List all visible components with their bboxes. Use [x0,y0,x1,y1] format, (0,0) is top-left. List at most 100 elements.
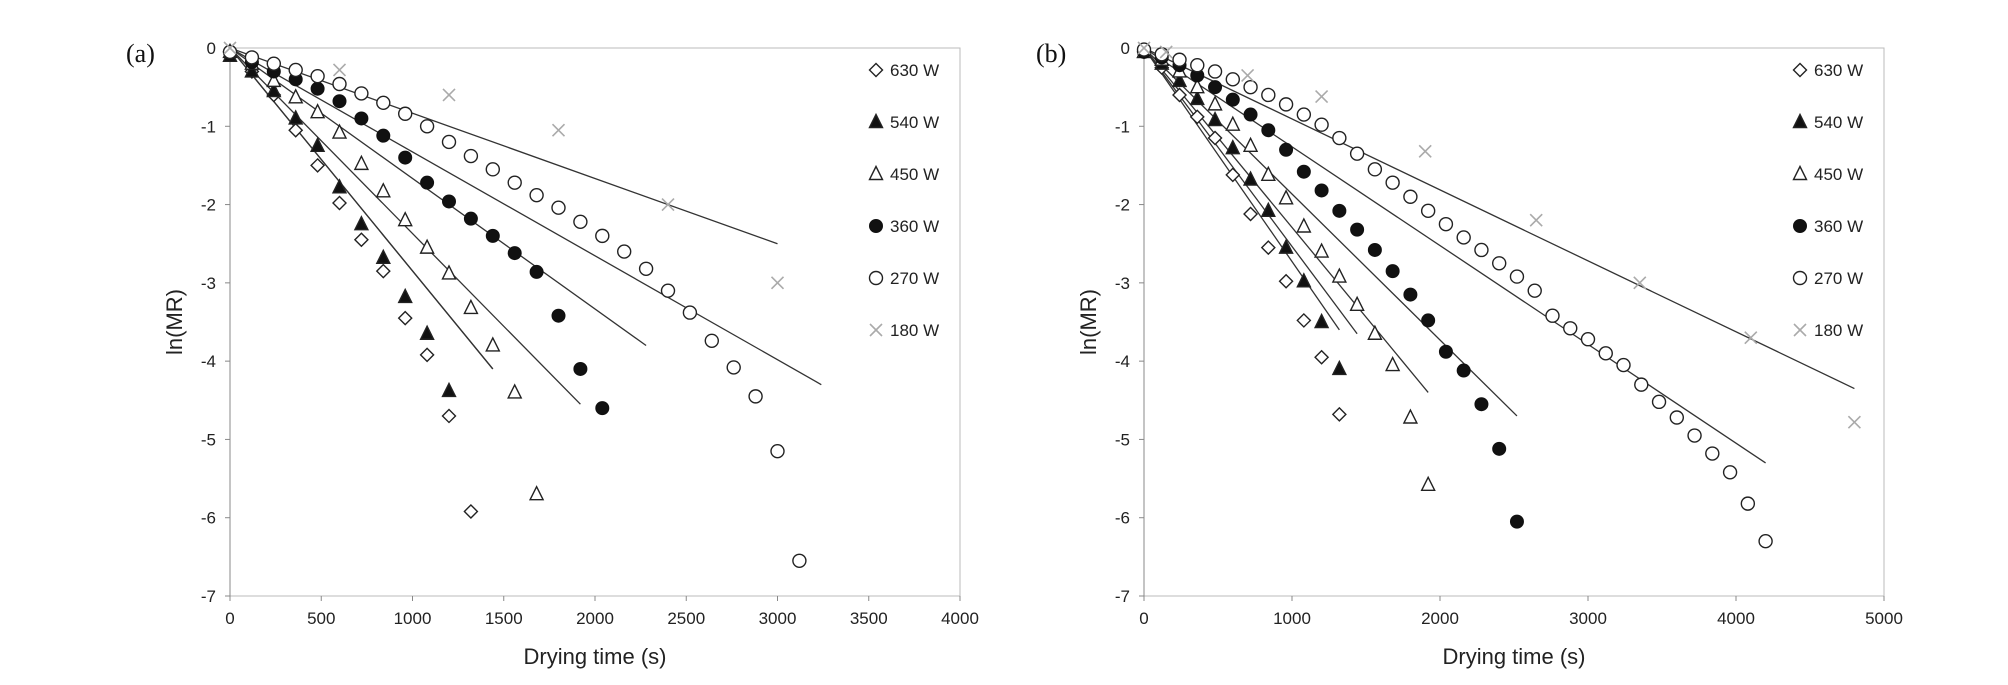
data-point [397,211,413,227]
data-point [441,381,457,398]
cross-stroke [770,276,785,290]
data-point [1438,344,1453,359]
data-point [419,324,435,340]
data-point [1208,80,1223,95]
data-point [1385,264,1400,279]
data-point [1278,273,1294,289]
data-point [375,248,391,265]
data-point [682,305,698,320]
y-tick-label: -2 [201,196,216,215]
data-point [726,360,741,375]
cross-stroke [551,123,566,137]
y-tick-label: -3 [1115,274,1130,293]
legend-label: 180 W [890,321,939,340]
data-point [310,68,325,84]
series-180w [223,41,785,290]
legend-marker [1792,112,1808,129]
legend-label: 180 W [1814,321,1863,340]
data-point [770,276,785,290]
data-point [1225,92,1240,107]
data-point [1136,42,1152,57]
y-tick-label: -4 [201,352,216,371]
legend-label: 540 W [890,113,939,132]
data-point [1279,142,1294,157]
legend-marker [869,219,883,233]
panel-label-a: (a) [126,39,155,68]
cross-stroke [1159,45,1173,59]
y-tick-label: -5 [1115,430,1130,449]
data-point [288,109,304,125]
data-point [1278,97,1294,112]
data-point [376,128,391,143]
data-point [331,178,348,194]
legend-marker [868,270,884,286]
data-point [442,88,456,102]
data-point [1296,107,1312,122]
data-point [1225,139,1241,155]
data-point [485,228,500,243]
x-tick-label: 5000 [1865,609,1903,628]
data-point [375,182,391,198]
legend-marker [1792,270,1808,286]
legend-label: 270 W [890,269,939,288]
y-tick-label: 0 [207,39,216,58]
x-tick-label: 2500 [667,609,705,628]
data-point [595,228,610,244]
data-point [1634,377,1649,392]
legend-marker [868,164,884,181]
data-point [1563,321,1578,336]
legend: 630 W 540 W 450 W 360 W 270 W 180 W [1792,61,1863,340]
data-point [1261,123,1276,138]
data-point [398,106,413,121]
data-point [1385,175,1400,190]
data-point [1225,167,1241,183]
fit-line-270w [1143,47,1766,464]
y-tick-label: -7 [1115,587,1130,606]
data-point [288,122,304,138]
data-point [1207,95,1223,111]
legend-marker [1793,219,1807,233]
data-point [573,214,588,229]
data-point [1616,357,1631,373]
data-point [1243,206,1259,222]
data-point [463,503,479,519]
data-point [1331,359,1347,376]
data-point [1367,324,1383,340]
data-point [1331,267,1347,283]
cross-stroke [661,198,675,212]
data-point [1332,203,1347,218]
y-tick-label: -6 [201,509,216,528]
data-point [485,336,501,352]
plot-area-border [1143,47,1885,597]
data-point [1367,242,1382,257]
data-point [1296,217,1312,233]
fit-line-360w [1143,47,1518,417]
cross-stroke [1529,213,1543,227]
data-point [1722,465,1738,480]
y-tick-label: -1 [201,117,216,136]
series-270w [1136,42,1773,549]
y-tick-label: 0 [1121,39,1130,58]
fit-line-180w [1143,47,1855,390]
cross-stroke [1633,276,1647,290]
data-point [1367,162,1383,177]
legend-marker [1792,62,1808,78]
data-point [244,62,260,78]
data-point [1314,183,1329,198]
x-tick-label: 1000 [394,609,432,628]
chart-svg-a: (a) 0 -1 -2 -3 -4 -5 -6 -7 0 500 1000 1500 2000 2500 30… [126,39,979,669]
data-point [528,485,545,501]
series-450w [222,42,545,501]
x-tick-label: 4000 [941,609,979,628]
data-point [1744,331,1758,345]
data-point [1172,52,1187,67]
legend-marker [869,323,883,337]
data-point [1669,410,1684,425]
data-point [638,261,654,276]
data-point [354,86,369,101]
data-point [353,215,370,231]
y-tick-label: -7 [201,587,216,606]
data-point [507,246,522,261]
data-point [595,401,610,416]
data-point [419,238,435,254]
